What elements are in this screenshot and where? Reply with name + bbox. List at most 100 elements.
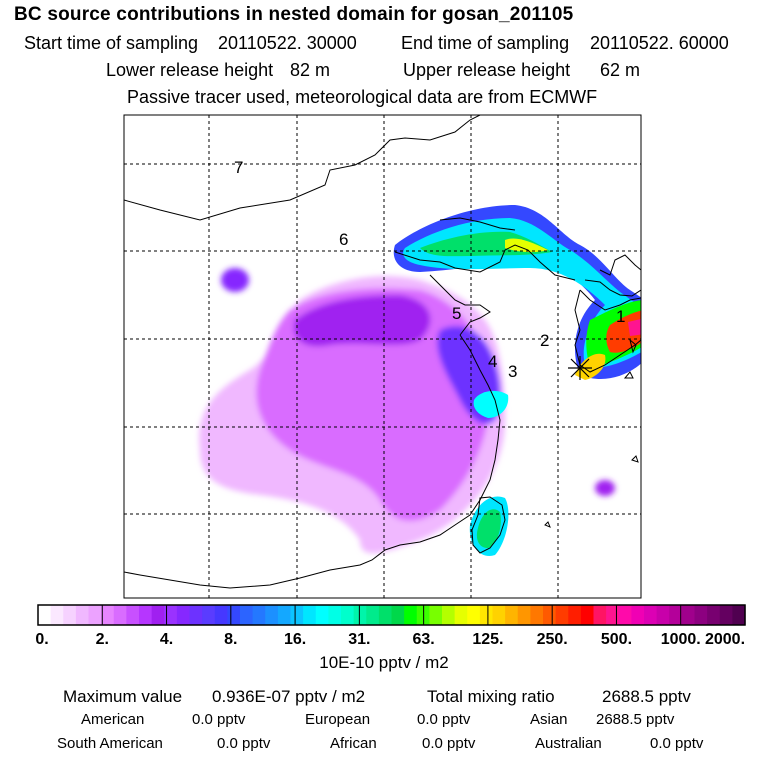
asian-value: 2688.5 pptv	[596, 711, 675, 728]
colorbar-cell	[719, 605, 733, 625]
colorbar-cell	[353, 605, 367, 625]
islands	[544, 338, 639, 528]
colorbar-cell	[139, 605, 153, 625]
receptor-label-3: 3	[508, 362, 517, 381]
south-american-label: South American	[57, 735, 163, 752]
colorbar-cells	[38, 605, 746, 625]
colorbar-cell	[530, 605, 544, 625]
colorbar-tick-label: 125.	[472, 631, 504, 648]
graticule	[124, 115, 641, 598]
colorbar-cell	[568, 605, 582, 625]
total-mixing-value: 2688.5 pptv	[602, 687, 691, 706]
colorbar-tick-label: 500.	[600, 631, 633, 648]
band-jeju-yellow	[575, 353, 606, 380]
colorbar-cell	[618, 605, 632, 625]
plume-inland-spot	[221, 268, 249, 292]
colorbar-tick-label: 250.	[536, 631, 568, 648]
receptor-labels: 1 2 3 4 5 6 7	[234, 158, 625, 381]
colorbar-tick-label: 0.	[35, 631, 49, 648]
colorbar-cell	[391, 605, 405, 625]
chart-title: BC source contributions in nested domain…	[14, 4, 574, 25]
colorbar-cell	[644, 605, 658, 625]
colorbar-cell	[189, 605, 203, 625]
start-time-value: 20110522. 30000	[218, 33, 357, 53]
colorbar-cell	[113, 605, 127, 625]
australian-label: Australian	[535, 735, 602, 752]
colorbar	[37, 604, 746, 626]
colorbar-cell	[404, 605, 418, 625]
plume-band	[393, 205, 641, 380]
colorbar-cell	[75, 605, 90, 625]
colorbar-cell	[176, 605, 191, 625]
colorbar-cell	[631, 605, 645, 625]
colorbar-cell	[341, 605, 355, 625]
colorbar-cell	[606, 605, 620, 625]
colorbar-cell	[656, 605, 670, 625]
colorbar-cell	[492, 605, 506, 625]
colorbar-cell	[227, 605, 241, 625]
end-time-label: End time of sampling	[401, 33, 570, 53]
plume-pacific-spot	[595, 480, 615, 496]
receptor-label-2: 2	[540, 331, 549, 350]
colorbar-frame	[37, 604, 746, 626]
colorbar-cell	[290, 605, 304, 625]
colorbar-tick-label: 31.	[348, 631, 371, 648]
colorbar-dividers	[101, 605, 682, 625]
colorbar-cell	[240, 605, 254, 625]
start-time-label: Start time of sampling	[24, 33, 199, 53]
yangtze-cyan-spot	[473, 390, 509, 418]
colorbar-cell	[505, 605, 519, 625]
colorbar-cell	[88, 605, 102, 625]
colorbar-tick-label: 8.	[224, 631, 238, 648]
colorbar-cell	[429, 605, 443, 625]
colorbar-cell	[454, 605, 468, 625]
colorbar-cell	[303, 605, 317, 625]
max-value: 0.936E-07 pptv / m2	[212, 687, 366, 706]
asian-label: Asian	[530, 711, 568, 728]
colorbar-cell	[580, 605, 595, 625]
colorbar-cell	[543, 605, 557, 625]
colorbar-cell	[694, 605, 708, 625]
upper-height-label: Upper release height	[403, 60, 571, 80]
lower-height-label: Lower release height	[106, 60, 274, 80]
colorbar-tick-label: 63.	[412, 631, 435, 648]
receptor-label-4: 4	[488, 352, 497, 371]
colorbar-cell	[63, 605, 77, 625]
taiwan-plume	[469, 390, 509, 556]
colorbar-tick-label: 1000.	[660, 631, 701, 648]
south-american-value: 0.0 pptv	[217, 735, 271, 752]
end-time-value: 20110522. 60000	[590, 33, 729, 53]
colorbar-tick-label: 2000.	[704, 631, 746, 648]
receptor-label-7: 7	[234, 158, 243, 177]
plume-layer	[199, 268, 615, 554]
american-value: 0.0 pptv	[192, 711, 246, 728]
colorbar-cell	[378, 605, 393, 625]
colorbar-cell	[38, 605, 52, 625]
colorbar-cell	[214, 605, 228, 625]
australian-value: 0.0 pptv	[650, 735, 704, 752]
colorbar-unit-label: 10E-10 pptv / m2	[319, 653, 449, 672]
concentration-map: 1 2 3 4 5 6 7	[123, 114, 642, 599]
european-value: 0.0 pptv	[417, 711, 471, 728]
receptor-label-6: 6	[339, 230, 348, 249]
colorbar-tick-label: 2.	[95, 631, 109, 648]
colorbar-cell	[467, 605, 481, 625]
coastlines	[124, 115, 641, 589]
plume-shandong-area	[294, 295, 431, 347]
receptor-marker	[568, 356, 592, 380]
colorbar-cell	[328, 605, 342, 625]
receptor-label-1: 1	[616, 307, 625, 326]
colorbar-cell	[151, 605, 165, 625]
lower-height-value: 82 m	[290, 60, 331, 80]
colorbar-cell	[50, 605, 64, 625]
colorbar-cell	[681, 605, 696, 625]
map-frame	[123, 114, 642, 599]
colorbar-cell	[442, 605, 456, 625]
colorbar-cell	[366, 605, 380, 625]
colorbar-cell	[315, 605, 329, 625]
colorbar-cell	[265, 605, 279, 625]
european-label: European	[305, 711, 371, 728]
colorbar-cell	[555, 605, 569, 625]
receptor-label-5: 5	[452, 304, 461, 323]
max-value-label: Maximum value	[63, 687, 183, 706]
